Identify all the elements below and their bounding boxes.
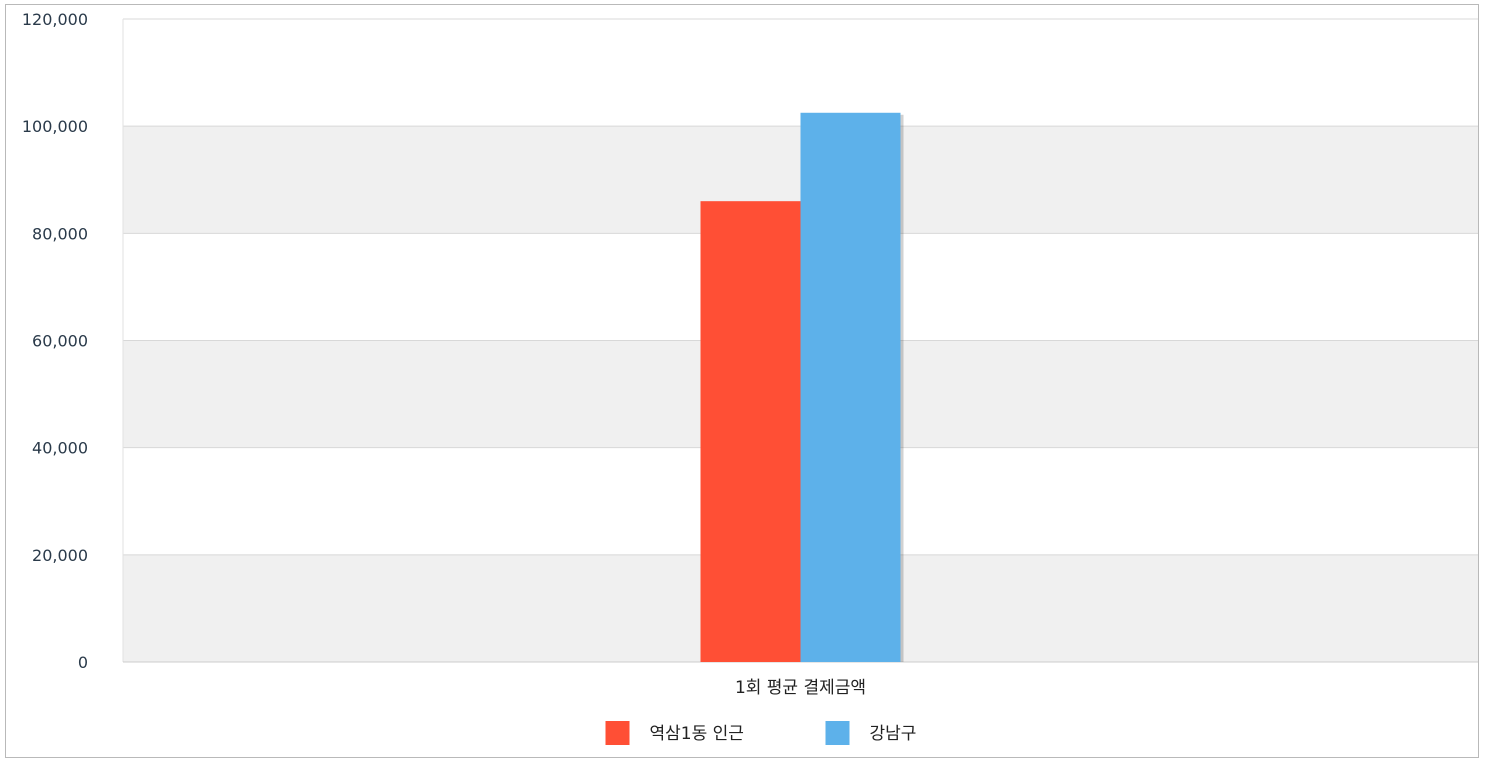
y-tick-label: 80,000 [32, 224, 88, 243]
bar-series-2[interactable] [800, 112, 901, 663]
y-tick-label: 40,000 [32, 439, 88, 458]
legend-label[interactable]: 강남구 [870, 724, 917, 744]
bar-series-1[interactable] [700, 201, 801, 662]
legend-label[interactable]: 역삼1동 인근 [650, 724, 744, 744]
x-category-label: 1회 평균 결제금액 [735, 678, 866, 698]
y-tick-label: 0 [78, 653, 88, 672]
bars [700, 112, 904, 663]
y-tick-label: 20,000 [32, 546, 88, 565]
y-tick-label: 100,000 [22, 117, 88, 136]
y-tick-label: 120,000 [22, 10, 88, 29]
y-tick-label: 60,000 [32, 332, 88, 351]
x-axis-labels: 1회 평균 결제금액 [735, 678, 866, 698]
legend-swatch [605, 721, 630, 745]
legend-swatch [825, 721, 850, 745]
legend: 역삼1동 인근 강남구 [605, 721, 917, 745]
